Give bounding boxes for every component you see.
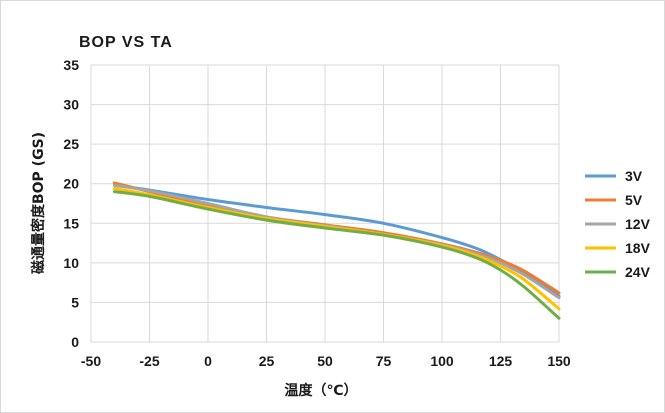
y-tick-label: 0: [71, 334, 79, 350]
chart-title: BOP VS TA: [79, 34, 173, 51]
y-tick-label: 35: [63, 57, 79, 73]
y-tick-label: 5: [71, 294, 79, 310]
grid-layer: [90, 64, 560, 343]
x-tick-label: 100: [430, 353, 454, 369]
x-tick-label: -50: [81, 353, 101, 369]
x-tick-label: -25: [139, 353, 159, 369]
series-line-18v: [112, 186, 561, 311]
series-line-24v: [112, 190, 561, 320]
y-tick-label: 10: [63, 255, 79, 271]
x-tick-label: 75: [376, 353, 392, 369]
y-tick-label: 15: [63, 215, 79, 231]
series-line-5v: [112, 181, 561, 295]
y-axis-label: 磁通量密度BOP (GS): [30, 132, 47, 274]
legend: 3V 5V 12V 18V 24V: [585, 168, 651, 280]
legend-label-24v: 24V: [625, 264, 651, 280]
series-layer: [112, 181, 561, 320]
x-tick-label: 50: [317, 353, 333, 369]
legend-label-18v: 18V: [625, 240, 651, 256]
x-tick-label: 25: [259, 353, 275, 369]
x-tick-label: 125: [489, 353, 513, 369]
y-tick-label: 20: [63, 176, 79, 192]
y-tick-label: 30: [63, 97, 79, 113]
tick-layer: 0 5 10 15 20 25 30 35 -50 -25 0 25 50 75 100 125 150: [63, 57, 570, 369]
x-axis-label: 温度（℃）: [285, 382, 358, 399]
x-tick-label: 0: [204, 353, 212, 369]
legend-label-12v: 12V: [625, 216, 651, 232]
legend-label-5v: 5V: [625, 192, 643, 208]
legend-label-3v: 3V: [625, 168, 643, 184]
y-tick-label: 25: [63, 136, 79, 152]
x-tick-label: 150: [547, 353, 571, 369]
